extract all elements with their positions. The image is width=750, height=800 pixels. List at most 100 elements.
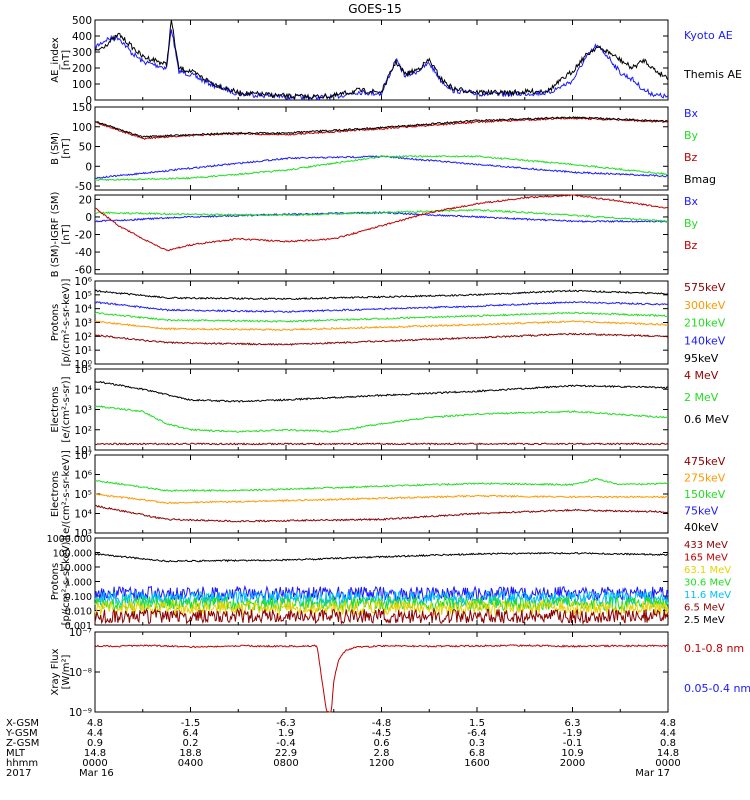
axis-row-value: 0.6 [374,738,390,749]
series-line-bmag [95,116,669,139]
series-line-by [94,208,669,223]
y-tick-label: 10.000 [59,563,92,574]
legend-label-95kev: 95keV [684,352,719,365]
y-tick-label: 10⁵ [74,364,92,376]
y-tick-label: 400 [72,31,92,43]
panel-protons2: 0.001 0.010 0.100 1.000 10.000 100.000 1000.00… [47,534,732,632]
series-line-165-mev [94,607,669,626]
axis-row-value: 0800 [273,758,298,769]
y-axis-label: [e/(cm²-s-sr-keV)] [61,450,72,538]
series-line-0-6-mev [94,380,669,403]
legend-label-2-mev: 2 MeV [684,391,719,404]
y-axis-label: B (SM) [50,132,61,165]
y-tick-label: 10⁵ [74,290,92,302]
axis-row-label: Z-GSM [6,738,39,749]
legend-label-themis-ae: Themis AE [683,68,742,81]
series-line-4-mev [94,442,669,446]
axis-row-value: Mar 17 [635,768,670,779]
series-line-575kev [94,289,669,301]
axis-row-value: 0.8 [660,738,676,749]
axis-row-value: 18.8 [179,748,201,759]
legend-label-63-1-mev: 63.1 MeV [684,565,731,576]
axis-row-value: 0.3 [469,738,485,749]
y-tick-label: 0.100 [65,592,92,603]
axis-row-value: 14.8 [84,748,106,759]
axis-row-value: -0.1 [563,738,583,749]
series-line-95kev [94,332,669,346]
legend-label-30-6-mev: 30.6 MeV [684,578,731,589]
panel-frame [94,280,669,365]
axis-row-value: -1.5 [181,718,201,729]
axis-row-value: 2.8 [374,748,390,759]
series-line-63-1-mev [94,599,669,617]
legend-label-by: By [684,129,699,142]
legend-label-by: By [684,217,699,230]
y-tick-label: 10² [74,425,92,437]
series-line-2-mev [94,405,668,433]
legend-label-433-mev: 433 MeV [684,540,728,551]
y-tick-label: 0.001 [65,621,92,632]
axis-row-value: -1.9 [563,728,583,739]
legend-label-150kev: 150keV [684,488,726,501]
y-tick-label: 20 [79,194,92,206]
legend-label-0-05-0-4-nm: 0.05-0.4 nm [684,682,750,695]
axis-row-value: 4.8 [87,718,103,729]
y-axis-label: [W/m²] [61,654,72,689]
axis-row-value: 1600 [464,758,489,769]
y-axis-label: Protons [50,304,61,341]
y-axis-label: Electrons [50,386,61,432]
legend-label-bx: Bx [684,107,699,120]
axis-row-value: 6.4 [183,728,199,739]
legend-label-40kev: 40keV [684,521,719,534]
y-axis-label: [nT] [61,224,72,244]
y-tick-label: 10² [74,331,92,343]
axis-row-label: Y-GSM [5,728,38,739]
panel-frame [94,194,669,275]
y-axis-label: [e/(cm²-s-sr)] [61,376,72,442]
series-line-140kev [94,320,669,332]
y-tick-label: 100.000 [53,549,92,560]
y-axis-label: B (SM)-IGRF (SM) [50,192,61,278]
axis-row-value: 6.8 [469,748,485,759]
legend-label-0-6-mev: 0.6 MeV [684,413,729,426]
y-tick-label: 10⁴ [74,304,92,316]
axis-row-value: 0000 [82,758,107,769]
axis-row-label: 2017 [6,768,31,779]
legend-label-575kev: 575keV [684,281,726,294]
panel-xray: 10⁻⁹ 10⁻⁸ 10⁻⁷ Xray Flux [W/m²] 0.1-0.8 nm 0.0… [50,627,750,719]
y-tick-label: 10³ [74,405,92,417]
series-line-11-6-mev [94,589,669,607]
axis-row-value: -6.4 [467,728,487,739]
axis-row-value: 10.9 [561,748,583,759]
y-axis-label: [nT] [61,138,72,158]
legend-label-bz: Bz [684,239,698,252]
legend-label-bmag: Bmag [684,173,716,186]
axis-row-value: Mar 16 [79,768,114,779]
series-line-bx [94,210,669,223]
axis-row-value: 22.9 [275,748,297,759]
y-axis-label: Xray Flux [50,648,61,695]
y-axis-label: Protons [50,563,61,600]
y-tick-label: 10⁴ [74,509,92,521]
series-line-75kev [94,504,669,523]
y-tick-label: 10⁶ [74,276,92,288]
legend-label-140kev: 140keV [684,334,726,347]
y-tick-label: 1.000 [65,578,92,589]
axis-row-value: 4.4 [660,728,676,739]
y-tick-label: 10⁷ [74,450,92,462]
panel-electrons1: 10¹ 10² 10³ 10⁴ 10⁵ Electrons [e/(cm²-s-sr)] 4 … [50,364,729,457]
axis-row-value: -6.3 [276,718,296,729]
legend-label-75kev: 75keV [684,505,719,518]
y-tick-label: 0 [85,161,92,173]
y-tick-label: 10¹ [74,345,92,357]
y-tick-label: 10⁻⁸ [69,667,92,679]
legend-label-bz: Bz [684,151,698,164]
y-axis-label: [p/(cm²-s-sr-keV)] [61,538,72,626]
series-line-kyoto-ae [94,29,669,102]
axis-row-label: hhmm [6,758,38,769]
axis-row-value: 1.9 [278,728,294,739]
legend-label-4-mev: 4 MeV [684,369,719,382]
axis-row-value: 0400 [178,758,203,769]
legend-label-kyoto-ae: Kyoto AE [684,29,733,42]
